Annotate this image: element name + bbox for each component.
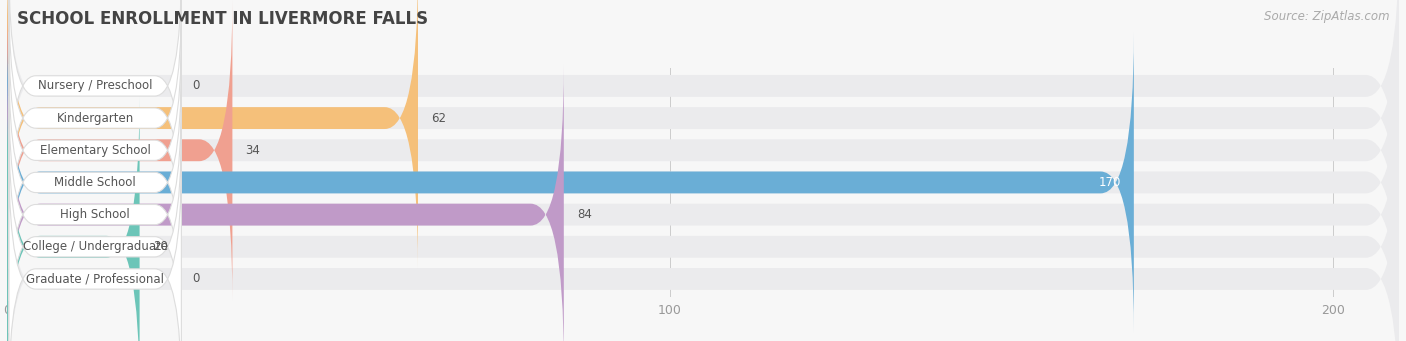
FancyBboxPatch shape	[8, 64, 181, 301]
FancyBboxPatch shape	[8, 128, 181, 341]
FancyBboxPatch shape	[7, 0, 1399, 268]
FancyBboxPatch shape	[7, 0, 1399, 236]
Text: 20: 20	[153, 240, 167, 253]
Text: Graduate / Professional: Graduate / Professional	[27, 272, 165, 285]
FancyBboxPatch shape	[7, 65, 564, 341]
Text: Nursery / Preschool: Nursery / Preschool	[38, 79, 152, 92]
FancyBboxPatch shape	[7, 129, 1399, 341]
Text: 0: 0	[193, 79, 200, 92]
FancyBboxPatch shape	[7, 65, 1399, 341]
FancyBboxPatch shape	[7, 97, 139, 341]
FancyBboxPatch shape	[7, 0, 418, 268]
FancyBboxPatch shape	[7, 32, 1399, 332]
FancyBboxPatch shape	[8, 0, 181, 237]
Text: College / Undergraduate: College / Undergraduate	[22, 240, 167, 253]
FancyBboxPatch shape	[7, 32, 1133, 332]
Text: High School: High School	[60, 208, 131, 221]
Text: Kindergarten: Kindergarten	[56, 112, 134, 124]
Text: 84: 84	[576, 208, 592, 221]
FancyBboxPatch shape	[8, 160, 181, 341]
FancyBboxPatch shape	[8, 0, 181, 205]
Text: 0: 0	[193, 272, 200, 285]
FancyBboxPatch shape	[8, 96, 181, 333]
FancyBboxPatch shape	[7, 0, 232, 300]
Text: 34: 34	[246, 144, 260, 157]
FancyBboxPatch shape	[7, 0, 1399, 300]
FancyBboxPatch shape	[8, 32, 181, 269]
Text: Elementary School: Elementary School	[39, 144, 150, 157]
Text: Source: ZipAtlas.com: Source: ZipAtlas.com	[1264, 10, 1389, 23]
Text: SCHOOL ENROLLMENT IN LIVERMORE FALLS: SCHOOL ENROLLMENT IN LIVERMORE FALLS	[17, 10, 427, 28]
Text: 170: 170	[1098, 176, 1121, 189]
Text: Middle School: Middle School	[55, 176, 136, 189]
FancyBboxPatch shape	[7, 97, 1399, 341]
Text: 62: 62	[432, 112, 446, 124]
